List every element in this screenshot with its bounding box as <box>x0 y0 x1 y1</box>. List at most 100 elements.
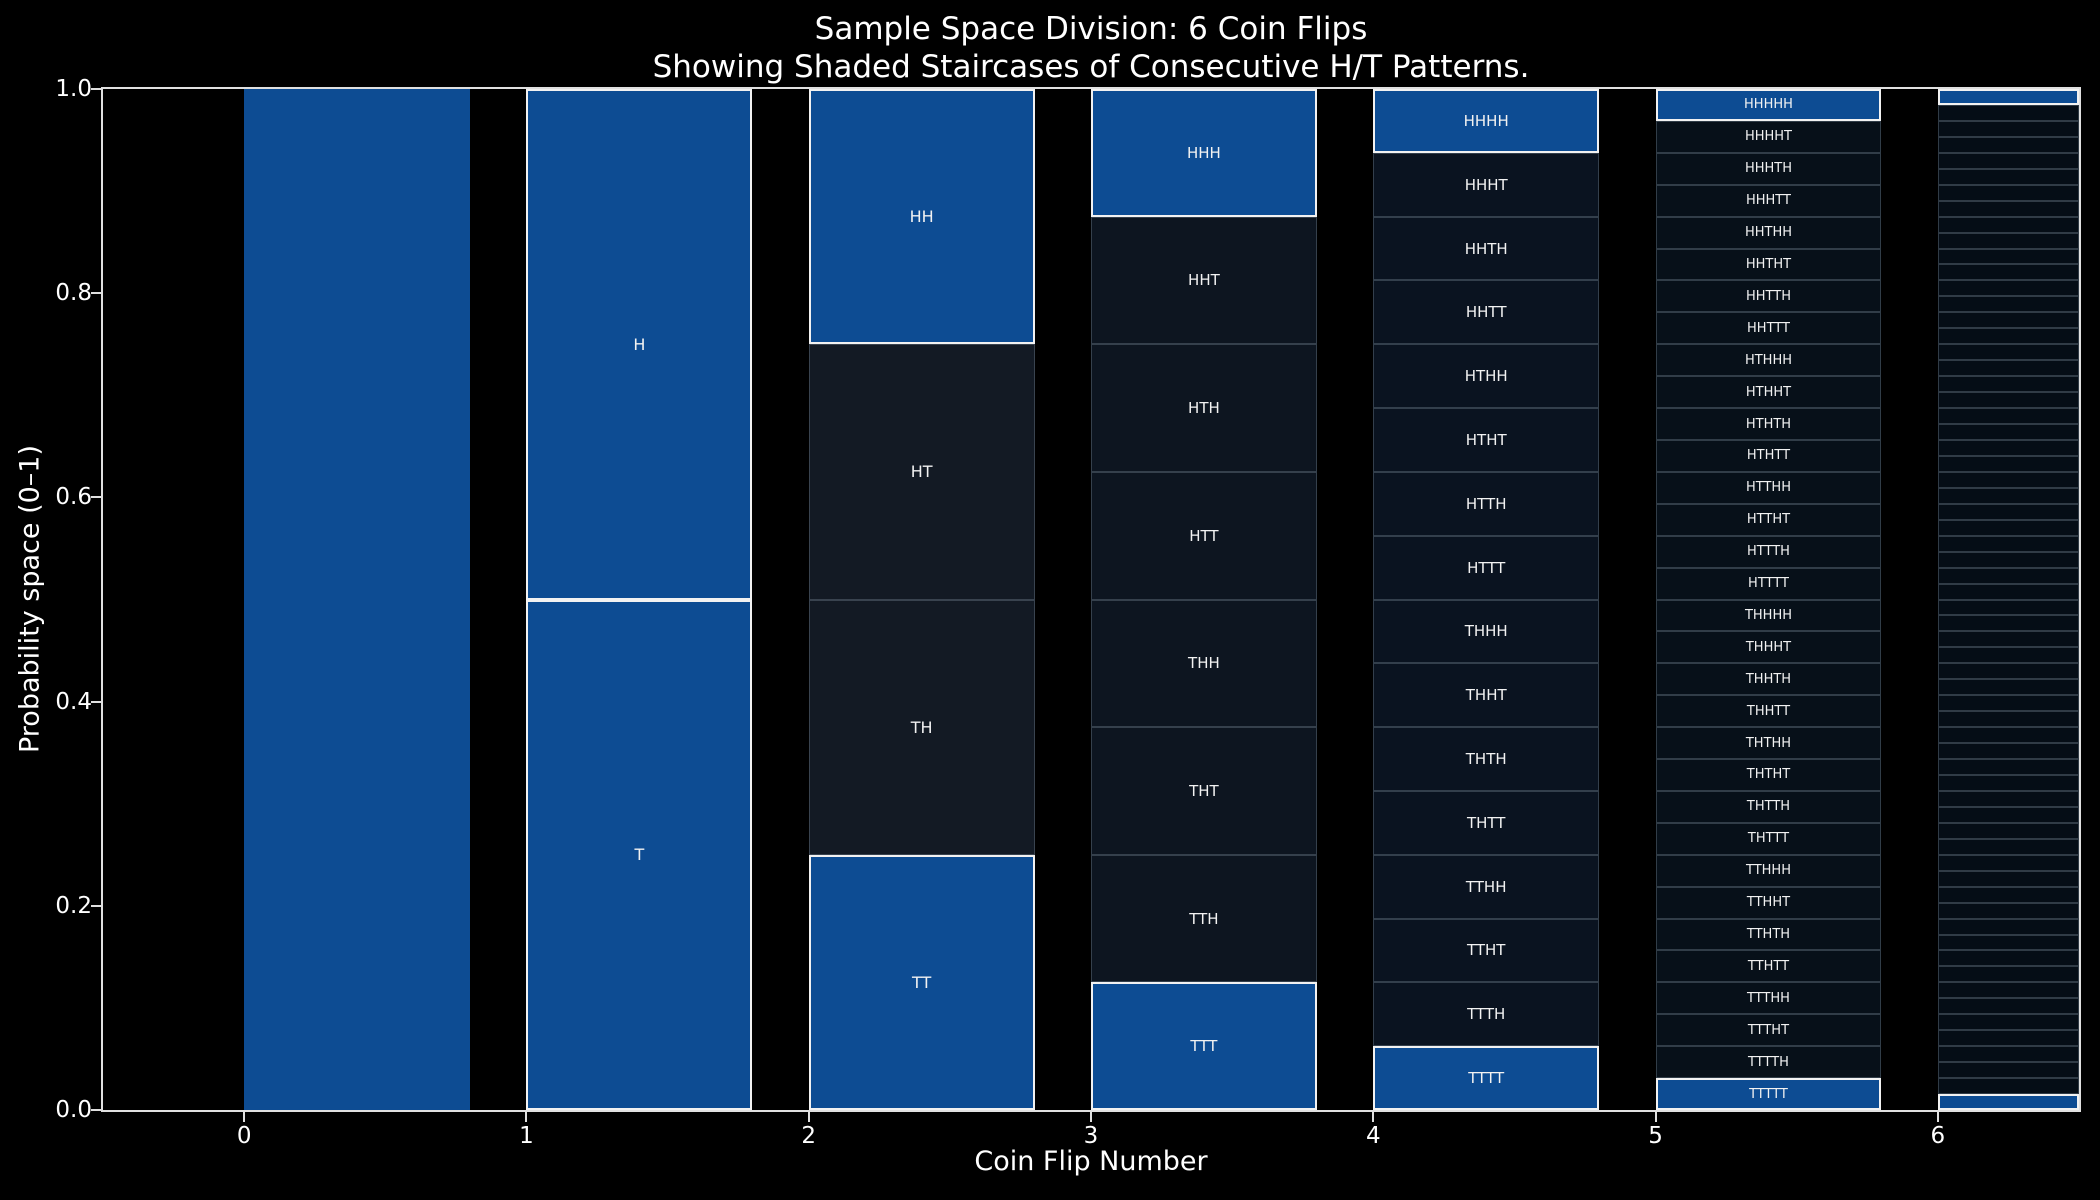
mosaic-cell: HHT <box>1091 216 1317 345</box>
chart-title-line2: Showing Shaded Staircases of Consecutive… <box>652 49 1530 85</box>
pattern-label: HTT <box>1189 526 1219 545</box>
pattern-label: THTTT <box>1747 831 1790 847</box>
mosaic-cell <box>1937 934 2079 951</box>
pattern-label: TTTTH <box>1748 1054 1789 1070</box>
mosaic-cell <box>1937 216 2079 233</box>
pattern-label: THHTH <box>1745 671 1792 687</box>
mosaic-cell <box>1937 376 2079 393</box>
pattern-label: HHHT <box>1464 175 1508 194</box>
mosaic-cell <box>1937 232 2079 249</box>
y-tick-label: 0.0 <box>55 1097 92 1123</box>
mosaic-cell-highlighted: TTTTT <box>1655 1078 1882 1110</box>
mosaic-cell: HHTHT <box>1655 248 1882 281</box>
mosaic-cell: THTTT <box>1655 822 1882 855</box>
mosaic-cell: THT <box>1091 727 1317 855</box>
pattern-label: HHTT <box>1465 303 1507 322</box>
mosaic-cell <box>1937 535 2079 552</box>
mosaic-cell <box>1937 886 2079 903</box>
pattern-label: HTTT <box>1467 558 1506 577</box>
mosaic-cell: HTTH <box>1373 471 1600 536</box>
pattern-label: TTTH <box>1467 1005 1506 1024</box>
mosaic-cell <box>1937 551 2079 568</box>
mosaic-cell: THHTT <box>1655 695 1882 728</box>
mosaic-cell-highlighted: HH <box>808 89 1035 345</box>
x-tick-mark <box>1654 1112 1657 1122</box>
mosaic-cell <box>1937 312 2079 329</box>
pattern-label: THTTH <box>1746 799 1791 815</box>
pattern-label: HHTTT <box>1747 320 1790 336</box>
mosaic-cell <box>1937 344 2079 361</box>
y-tick-label: 0.2 <box>55 892 92 919</box>
mosaic-cell <box>1937 1062 2079 1079</box>
mosaic-cell: THHTH <box>1655 663 1882 696</box>
mosaic-cell <box>1937 120 2079 137</box>
mosaic-cell <box>1937 264 2079 281</box>
pattern-label: TTHTT <box>1747 958 1790 974</box>
y-tick-mark <box>91 904 101 907</box>
pattern-label: HHTTH <box>1745 288 1791 304</box>
mosaic-cell: HTHT <box>1373 408 1600 472</box>
mosaic-cell: THHHH <box>1655 599 1882 632</box>
pattern-label: TTHHH <box>1745 863 1791 879</box>
y-tick-label: 1.0 <box>55 76 92 102</box>
mosaic-cell <box>1937 679 2079 696</box>
mosaic-cell: THTH <box>1373 727 1600 791</box>
x-tick-mark <box>1090 1112 1092 1122</box>
mosaic-cell: HHTH <box>1373 216 1600 281</box>
mosaic-cell-highlighted <box>1937 89 2079 105</box>
mosaic-cell <box>1937 104 2079 121</box>
mosaic-cell: HTTTH <box>1655 535 1882 568</box>
mosaic-cell <box>1937 790 2079 807</box>
mosaic-cell <box>1937 200 2079 217</box>
y-tick-mark <box>91 700 101 703</box>
mosaic-cell: TTHH <box>1373 854 1600 919</box>
pattern-label: HHTHT <box>1745 256 1792 272</box>
mosaic-cell-highlighted: TTTT <box>1373 1046 1600 1110</box>
pattern-label: HHHTH <box>1744 161 1792 177</box>
left-spine <box>101 87 103 1112</box>
mosaic-cell-highlighted: TT <box>808 854 1035 1110</box>
mosaic-cell <box>1937 136 2079 153</box>
mosaic-cell: HTTHT <box>1655 503 1882 536</box>
mosaic-cell <box>1937 998 2079 1015</box>
mosaic-cell <box>1937 487 2079 504</box>
mosaic-cell: HHHHT <box>1655 120 1882 153</box>
mosaic-cell: TTHTT <box>1655 950 1882 983</box>
mosaic-cell: HTTT <box>1373 535 1600 600</box>
mosaic-cell: TH <box>808 599 1035 855</box>
y-axis-label: Probability space (0–1) <box>14 444 46 754</box>
pattern-label: HTTHT <box>1746 512 1791 528</box>
pattern-label: HTHT <box>1465 430 1507 449</box>
pattern-label: HHTHH <box>1744 225 1792 241</box>
pattern-label: HTHTH <box>1745 416 1792 432</box>
mosaic-cell <box>1937 711 2079 728</box>
pattern-label: TT <box>911 972 932 992</box>
mosaic-cell <box>1937 966 2079 983</box>
mosaic-cell: THTT <box>1373 790 1600 855</box>
mosaic-cell <box>1937 280 2079 297</box>
x-tick-mark <box>807 1112 810 1122</box>
pattern-label: THH <box>1188 654 1220 673</box>
mosaic-cell: TTH <box>1091 854 1317 983</box>
y-tick-mark <box>91 1109 101 1111</box>
pattern-label: THHTT <box>1746 703 1791 719</box>
mosaic-cell: HHTTT <box>1655 312 1882 345</box>
pattern-label: HT <box>910 462 933 482</box>
pattern-label: THHH <box>1464 622 1508 641</box>
mosaic-cell <box>1937 328 2079 345</box>
mosaic-cell-highlighted: H <box>526 89 753 600</box>
mosaic-cell <box>1937 838 2079 855</box>
pattern-label: TTTTT <box>1749 1086 1788 1102</box>
mosaic-cell <box>1937 168 2079 185</box>
mosaic-cell: TTHHT <box>1655 886 1882 919</box>
mosaic-cell: HTHTT <box>1655 439 1882 472</box>
pattern-label: THHT <box>1465 686 1507 705</box>
y-tick-label: 0.6 <box>55 484 92 511</box>
x-tick-label: 1 <box>519 1123 534 1149</box>
pattern-label: THHHH <box>1744 607 1792 623</box>
pattern-label: HHH <box>1186 143 1221 162</box>
mosaic-cell-highlighted: TTT <box>1091 982 1317 1110</box>
mosaic-cell <box>1937 1030 2079 1047</box>
pattern-label: TTTHH <box>1747 990 1790 1006</box>
mosaic-cell <box>1937 695 2079 712</box>
